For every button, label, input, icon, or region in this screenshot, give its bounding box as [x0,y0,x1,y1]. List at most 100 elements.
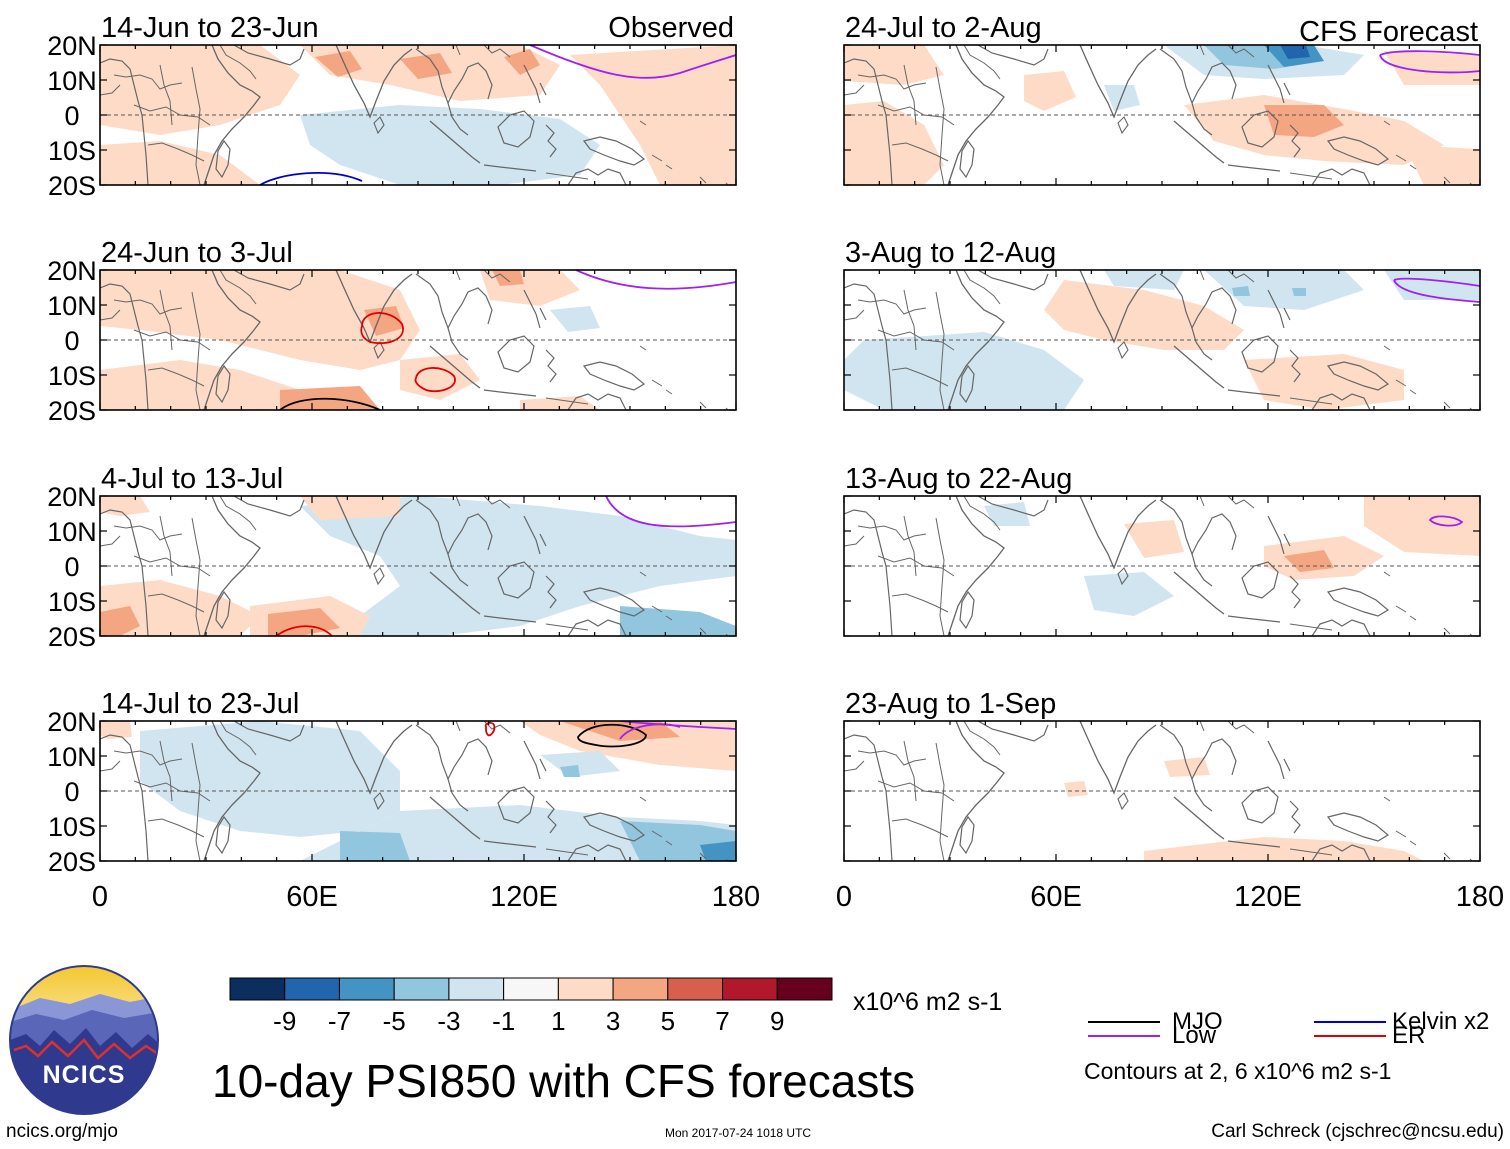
anomaly-shading [1292,288,1306,296]
anomaly-shading [984,502,1030,526]
lat-label: 20N [47,256,97,286]
lat-label: 10N [47,742,97,772]
map-panel: 13-Aug to 22-Aug [843,463,1481,637]
lat-label: 0 [64,777,79,807]
anomaly-shading [550,306,600,332]
anomaly-shading [844,332,1084,410]
lat-label: 20S [48,622,96,652]
colorbar-swatch [722,977,778,1001]
map-panel: 3-Aug to 12-Aug [843,237,1481,411]
colorbar-swatch [667,977,724,1001]
panel-title: 13-Aug to 22-Aug [845,463,1072,495]
anomaly-shading [1044,280,1244,350]
panel-title: 3-Aug to 12-Aug [845,237,1056,269]
map-panel: 14-Jun to 23-Jun Observed 20N 10N 0 10S 20S [47,12,737,201]
lat-label: 10N [47,291,97,321]
lat-label: 10N [47,517,97,547]
lon-label: 0 [836,881,852,913]
anomaly-shading [1104,270,1184,290]
anomaly-shading [1084,572,1174,616]
lat-label: 10N [47,66,97,96]
legend-swatch [1314,1021,1386,1023]
lon-label: 180 [712,881,760,913]
contour-line [575,270,736,290]
anomaly-shading [140,721,400,837]
observed-label: Observed [608,12,734,44]
legend-swatch [1088,1035,1160,1037]
panel-title: 24-Jun to 3-Jul [101,237,293,269]
lat-label: 20N [47,31,97,61]
lon-label: 120E [490,881,558,913]
colorbar: -9 -7 -5 -3 -1 1 3 5 7 9 [229,977,833,1036]
anomaly-shading [1232,286,1250,296]
contour-line [275,625,333,636]
anomaly-shading [100,606,140,636]
lat-label: 10S [48,361,96,391]
lat-label: 10S [48,136,96,166]
footer-credit: Carl Schreck (cjschrec@ncsu.edu) [1211,1121,1504,1142]
colorbar-label: 5 [661,1006,675,1036]
panel-title: 4-Jul to 13-Jul [101,463,283,495]
anomaly-shading [1424,496,1480,516]
figure-title: 10-day PSI850 with CFS forecasts [212,1055,916,1107]
contour-line [529,45,736,79]
lat-label: 10S [48,812,96,842]
contour-line [577,723,647,748]
lon-label: 60E [286,881,338,913]
anomaly-shading [1280,45,1310,59]
anomaly-shading [315,51,362,77]
anomaly-shading [1124,520,1184,558]
colorbar-label: 9 [770,1006,784,1036]
colorbar-swatch [448,977,505,1001]
lat-label: 20N [47,707,97,737]
legend-swatch [1088,1021,1160,1023]
colorbar-swatch [557,977,614,1001]
contour-line [360,312,404,345]
panel-title: 23-Aug to 1-Sep [845,688,1056,720]
colorbar-label: -1 [492,1006,515,1036]
colorbar-label: 3 [606,1006,620,1036]
anomaly-shading [700,841,736,861]
anomaly-shading [100,721,132,739]
lat-label: 20S [48,847,96,877]
anomaly-shading [844,45,944,85]
legend-swatch [1314,1035,1386,1037]
colorbar-swatch [393,977,450,1001]
legend-label: MJO [1172,1008,1223,1035]
contour-line [1379,50,1480,74]
anomaly-shading [1384,51,1480,85]
footer-timestamp: Mon 2017-07-24 1018 UTC [665,1126,812,1140]
contour-line [619,721,736,730]
anomaly-shading [504,49,540,75]
anomaly-shading [300,805,736,861]
colorbar-label: -5 [383,1006,406,1036]
colorbar-label: 1 [551,1006,565,1036]
colorbar-swatch [338,977,395,1001]
anomaly-shading [1064,781,1088,797]
lon-label: 120E [1234,881,1302,913]
legend-label: Kelvin x2 [1392,1008,1490,1035]
lon-label: 0 [92,881,108,913]
colorbar-swatch [503,977,559,1001]
anomaly-shading [400,354,480,400]
ncics-logo: NCICS [9,965,159,1115]
colorbar-units: x10^6 m2 s-1 [853,988,1003,1016]
anomaly-shading [340,831,410,861]
map-panel: 23-Aug to 1-Sep [843,688,1481,862]
colorbar-label: -3 [437,1006,460,1036]
panel-title: 14-Jul to 23-Jul [101,688,299,720]
colorbar-swatch [229,977,286,1001]
lat-label: 20S [48,396,96,426]
colorbar-label: -7 [328,1006,351,1036]
anomaly-shading [1144,837,1424,861]
lat-label: 0 [64,101,79,131]
forecast-label: CFS Forecast [1299,16,1478,48]
lon-label: 60E [1030,881,1082,913]
colorbar-swatch [612,977,669,1001]
anomaly-shading [1104,85,1140,111]
contour-line [1428,515,1464,527]
